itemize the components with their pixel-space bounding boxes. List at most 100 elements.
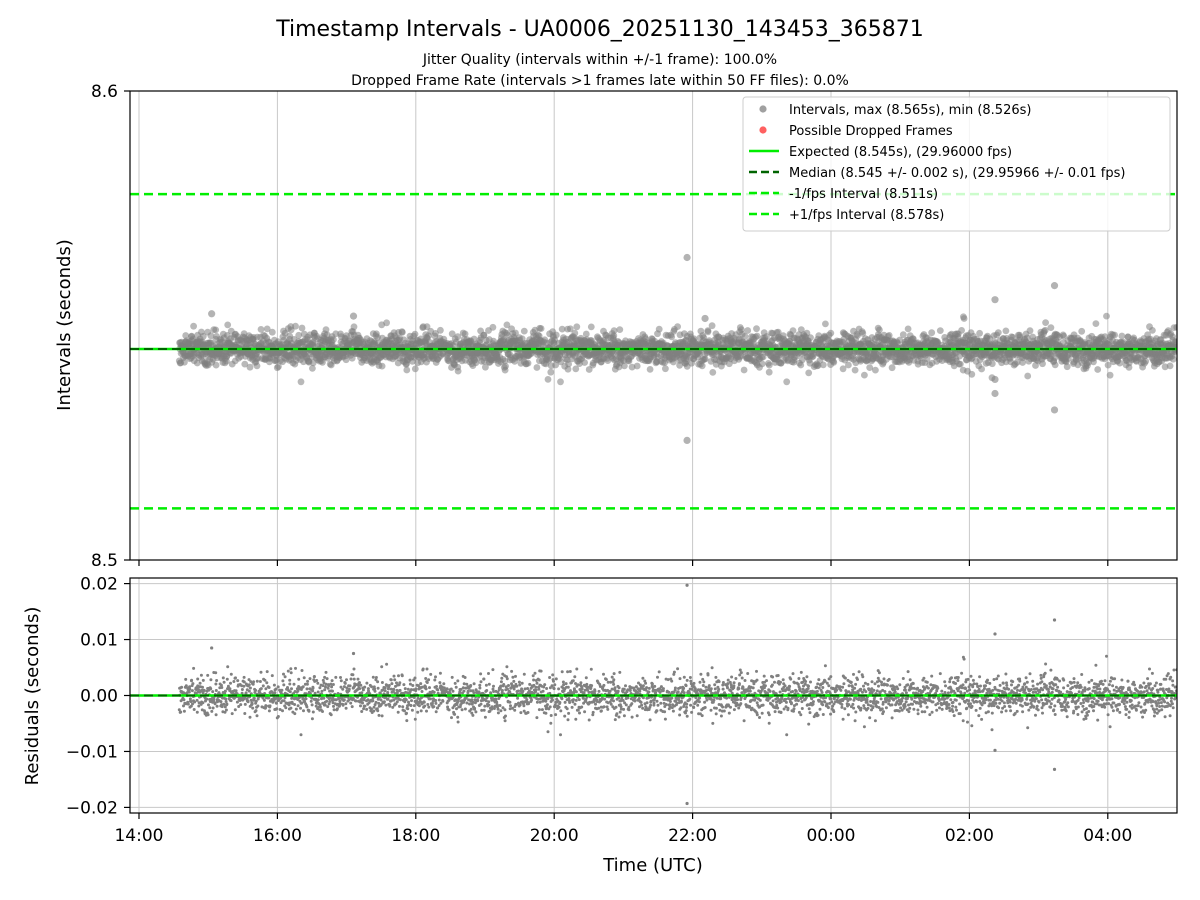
residual-point — [230, 712, 234, 716]
residual-point — [302, 709, 305, 713]
residual-point — [386, 697, 390, 701]
residual-point — [208, 706, 212, 710]
residual-point — [294, 666, 297, 670]
residual-point — [373, 687, 377, 691]
residual-point — [429, 697, 432, 701]
residual-point — [484, 683, 488, 687]
residual-point — [316, 690, 320, 694]
interval-point — [960, 315, 968, 322]
residual-point — [223, 710, 227, 714]
residual-point — [314, 704, 318, 708]
residual-point — [190, 689, 194, 693]
residual-point — [226, 665, 230, 669]
residual-point — [390, 682, 394, 686]
residual-point — [427, 705, 431, 709]
interval-point — [298, 324, 306, 332]
residual-point — [221, 676, 225, 680]
residual-point — [270, 674, 274, 678]
residual-point — [329, 682, 333, 686]
residual-point — [487, 682, 491, 686]
residual-point — [232, 680, 236, 683]
residual-point — [408, 678, 412, 682]
interval-point — [378, 362, 386, 370]
residual-point — [321, 710, 324, 713]
residual-point — [196, 677, 200, 681]
interval-point — [872, 366, 879, 374]
residual-point — [532, 683, 536, 687]
residual-point — [450, 716, 453, 720]
residual-point — [371, 696, 375, 700]
residual-point — [213, 702, 217, 706]
residual-point — [299, 733, 303, 737]
residual-point — [490, 707, 494, 711]
residual-point — [490, 698, 494, 702]
residual-point — [527, 701, 531, 705]
residual-point — [414, 687, 418, 691]
interval-point — [480, 331, 488, 339]
residual-point — [410, 708, 414, 712]
interval-point — [628, 363, 636, 371]
interval-point — [182, 332, 190, 339]
residual-point — [422, 700, 426, 704]
residual-point — [182, 698, 186, 702]
residual-point — [366, 687, 370, 691]
residual-point — [250, 702, 254, 706]
interval-point — [783, 378, 791, 386]
residual-point — [392, 687, 396, 691]
residual-point — [511, 706, 514, 710]
residual-point — [447, 708, 451, 712]
residual-point — [334, 675, 338, 679]
interval-point — [704, 328, 712, 336]
residual-point — [521, 689, 525, 693]
interval-point — [212, 326, 220, 334]
residual-point — [533, 671, 537, 675]
residual-point — [516, 689, 520, 693]
residual-point — [445, 687, 449, 691]
residual-point — [495, 703, 499, 707]
residual-point — [380, 681, 384, 684]
interval-point — [295, 331, 303, 339]
interval-point — [263, 325, 271, 333]
residual-point — [361, 701, 364, 705]
interval-point — [557, 378, 564, 386]
residual-point — [374, 700, 378, 704]
interval-point — [854, 332, 861, 339]
interval-point — [1060, 332, 1068, 340]
interval-point — [322, 326, 330, 333]
interval-point — [633, 362, 641, 370]
residual-point — [535, 716, 539, 720]
residual-point — [301, 685, 305, 689]
residual-point — [229, 672, 233, 676]
interval-point — [383, 319, 390, 327]
interval-point — [827, 329, 835, 337]
residual-point — [426, 703, 430, 706]
interval-point — [701, 355, 709, 363]
interval-point — [297, 378, 305, 386]
residual-point — [242, 680, 246, 684]
residual-point — [224, 697, 228, 701]
interval-point — [268, 328, 276, 336]
residual-point — [289, 706, 293, 710]
residual-point — [358, 681, 361, 685]
residual-point — [328, 700, 332, 703]
residual-point — [495, 700, 499, 704]
residual-point — [435, 685, 438, 688]
residual-point — [463, 707, 467, 711]
residual-point — [351, 697, 355, 700]
residual-point — [329, 713, 333, 717]
residual-point — [376, 686, 380, 690]
interval-point — [448, 330, 456, 338]
interval-point — [968, 370, 976, 378]
residual-point — [470, 698, 474, 702]
residual-point — [311, 689, 315, 693]
residual-point — [366, 698, 370, 702]
residual-point — [379, 698, 383, 702]
residual-point — [214, 682, 218, 686]
residual-point — [356, 677, 360, 681]
residual-point — [480, 708, 484, 712]
residual-point — [522, 672, 526, 676]
residual-point — [199, 673, 203, 677]
interval-point — [923, 355, 931, 363]
residual-point — [243, 712, 247, 715]
